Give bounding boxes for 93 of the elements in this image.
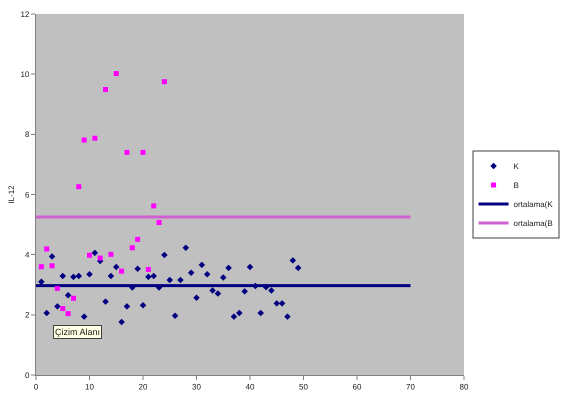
point bbox=[60, 272, 66, 280]
point bbox=[66, 311, 71, 316]
point bbox=[43, 310, 50, 316]
point bbox=[225, 264, 232, 272]
x-tick-label: 10 bbox=[85, 382, 94, 392]
point bbox=[64, 292, 72, 299]
point bbox=[54, 303, 61, 310]
point bbox=[114, 71, 119, 76]
x-tick-label: 30 bbox=[192, 382, 202, 392]
point bbox=[290, 257, 296, 264]
point bbox=[103, 87, 108, 92]
legend-label: ortalama(B bbox=[514, 219, 553, 228]
point bbox=[214, 290, 222, 297]
point bbox=[162, 79, 167, 84]
point bbox=[278, 300, 286, 307]
point bbox=[76, 184, 82, 190]
point bbox=[156, 220, 162, 225]
point bbox=[130, 245, 135, 250]
legend-label: B bbox=[514, 181, 519, 190]
point bbox=[209, 287, 216, 294]
x-tick-label: 40 bbox=[246, 382, 255, 392]
point bbox=[146, 266, 151, 272]
point bbox=[87, 252, 92, 258]
point bbox=[92, 136, 98, 141]
point bbox=[38, 278, 45, 285]
point bbox=[193, 294, 200, 301]
x-tick-label: 80 bbox=[460, 382, 469, 392]
legend-label: K bbox=[514, 162, 520, 172]
y-tick-label: 6 bbox=[24, 190, 30, 200]
point bbox=[151, 203, 156, 208]
point bbox=[274, 300, 280, 307]
y-tick-label: 4 bbox=[24, 250, 30, 260]
point bbox=[70, 296, 76, 301]
point bbox=[76, 272, 82, 280]
point bbox=[156, 284, 162, 291]
point bbox=[140, 150, 146, 155]
point bbox=[124, 150, 130, 155]
y-tick-label: 10 bbox=[20, 70, 30, 79]
point bbox=[257, 310, 264, 316]
point bbox=[38, 264, 44, 270]
point bbox=[124, 303, 130, 310]
point bbox=[294, 264, 302, 272]
point bbox=[236, 310, 243, 316]
point bbox=[119, 268, 124, 274]
point bbox=[54, 286, 60, 291]
point bbox=[86, 270, 93, 278]
point bbox=[230, 313, 238, 320]
point bbox=[166, 276, 173, 284]
x-tick-label: 20 bbox=[138, 382, 148, 392]
point bbox=[44, 246, 50, 252]
point bbox=[129, 284, 136, 291]
point bbox=[268, 287, 275, 294]
x-tick-label: 70 bbox=[406, 382, 416, 392]
point bbox=[48, 253, 56, 260]
point bbox=[98, 255, 103, 260]
point bbox=[241, 288, 248, 295]
point bbox=[113, 264, 120, 270]
legend-label: ortalama(K bbox=[514, 200, 554, 210]
point bbox=[108, 252, 114, 257]
point bbox=[182, 244, 190, 251]
point bbox=[60, 306, 66, 312]
point bbox=[118, 318, 125, 326]
point bbox=[50, 263, 55, 268]
y-tick-label: 0 bbox=[24, 370, 30, 380]
point bbox=[108, 272, 114, 280]
x-tick-label: 50 bbox=[299, 382, 308, 392]
x-tick-label: 60 bbox=[352, 382, 362, 392]
point bbox=[145, 274, 152, 280]
point bbox=[135, 236, 140, 242]
point bbox=[262, 284, 270, 290]
annotation: Çizim Alanı bbox=[55, 327, 100, 337]
point bbox=[82, 138, 87, 143]
point bbox=[161, 252, 168, 258]
point bbox=[246, 264, 254, 270]
point bbox=[284, 313, 291, 320]
point bbox=[198, 262, 206, 268]
point bbox=[92, 250, 98, 256]
x-tick-label: 0 bbox=[34, 382, 39, 392]
point bbox=[134, 266, 141, 272]
point bbox=[102, 298, 109, 305]
point bbox=[220, 274, 226, 281]
point bbox=[172, 312, 178, 319]
point bbox=[70, 274, 77, 280]
point bbox=[150, 272, 157, 280]
point bbox=[140, 302, 146, 308]
y-tick-label: 8 bbox=[24, 130, 30, 140]
point bbox=[204, 270, 210, 278]
point bbox=[80, 313, 88, 320]
y-tick-label: 12 bbox=[20, 10, 30, 19]
point bbox=[188, 269, 194, 276]
point bbox=[177, 276, 184, 284]
y-tick-label: 2 bbox=[24, 310, 30, 320]
y-axis-title: IL-12 bbox=[7, 184, 16, 204]
